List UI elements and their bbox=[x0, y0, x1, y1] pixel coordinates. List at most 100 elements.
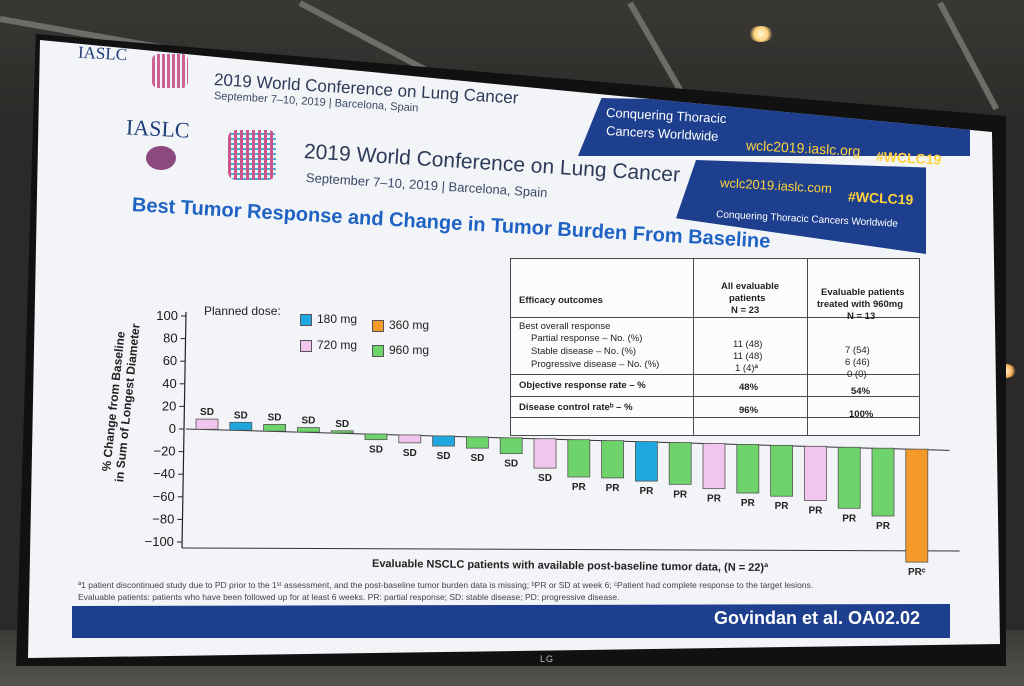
table-row-label: Best overall response bbox=[519, 321, 611, 332]
bar-response-label: PR bbox=[606, 483, 621, 494]
bar-response-label: SD bbox=[403, 448, 417, 459]
table-header-all-line2: patients bbox=[729, 293, 766, 304]
y-tick-label: −100 bbox=[145, 534, 174, 549]
waterfall-bar bbox=[330, 430, 354, 434]
bar-response-label: SD bbox=[504, 459, 518, 470]
footnote-2: Evaluable patients: patients who have be… bbox=[78, 592, 620, 602]
bar-response-label: SD bbox=[369, 445, 383, 456]
bar-response-label: PR bbox=[673, 489, 688, 500]
table-header-all-line1: All evaluable bbox=[721, 281, 780, 292]
table-cell: 11 (48) bbox=[733, 351, 763, 362]
legend-item-180: 180 mg bbox=[300, 312, 357, 326]
waterfall-bar bbox=[601, 440, 624, 479]
table-cell: 1 (4)ª bbox=[735, 363, 759, 374]
legend-item-720: 720 mg bbox=[300, 338, 357, 352]
iaslc-emblem-icon bbox=[146, 146, 176, 170]
bar-response-label: PR bbox=[639, 486, 654, 497]
table-cell: 7 (54) bbox=[845, 345, 870, 356]
y-tick-label: 20 bbox=[162, 398, 176, 413]
y-tick-label: 60 bbox=[163, 353, 177, 368]
citation-bar bbox=[72, 604, 950, 638]
legend-item-960: 960 mg bbox=[372, 343, 429, 357]
waterfall-bar bbox=[567, 439, 591, 478]
y-tick-label: 40 bbox=[162, 376, 176, 391]
table-header-outcomes: Efficacy outcomes bbox=[519, 295, 603, 306]
y-tick-label: −20 bbox=[153, 444, 175, 459]
bar-response-label: PRᶜ bbox=[908, 567, 926, 578]
waterfall-bar bbox=[804, 445, 827, 501]
waterfall-bar bbox=[668, 442, 692, 485]
y-axis-line bbox=[181, 311, 187, 549]
legend-swatch bbox=[300, 339, 312, 352]
legend-item-360: 360 mg bbox=[372, 318, 429, 332]
table-dcr-all: 96% bbox=[739, 405, 759, 416]
waterfall-bar bbox=[905, 448, 929, 563]
waterfall-bar bbox=[364, 433, 388, 441]
y-tick-label: 0 bbox=[169, 421, 176, 436]
waterfall-bar bbox=[533, 438, 557, 469]
y-tick-label: −60 bbox=[153, 489, 175, 504]
waterfall-bar bbox=[635, 441, 658, 482]
bar-response-label: SD bbox=[335, 419, 349, 430]
waterfall-bar bbox=[736, 444, 760, 494]
bar-response-label: PR bbox=[808, 506, 823, 517]
x-axis-line bbox=[181, 547, 960, 552]
bar-response-label: SD bbox=[234, 410, 248, 421]
table-row-label: Progressive disease – No. (%) bbox=[531, 359, 660, 370]
table-dcr-label: Disease control rateᵇ – % bbox=[519, 402, 633, 413]
legend-swatch bbox=[300, 313, 312, 326]
ceiling-lamp bbox=[748, 26, 774, 42]
bar-response-label: PR bbox=[707, 494, 722, 505]
bar-response-label: PR bbox=[876, 521, 891, 532]
legend-swatch bbox=[372, 319, 384, 332]
legend-title: Planned dose: bbox=[204, 304, 281, 318]
y-tick-label: −40 bbox=[153, 466, 175, 481]
legend-swatch bbox=[372, 344, 384, 357]
waterfall-bar bbox=[499, 437, 523, 455]
waterfall-bar bbox=[871, 447, 895, 517]
waterfall-bar bbox=[263, 423, 287, 432]
table-header-all-line3: N = 23 bbox=[731, 305, 760, 316]
table-row-label: Stable disease – No. (%) bbox=[531, 346, 637, 357]
efficacy-table: Efficacy outcomes All evaluable patients… bbox=[510, 258, 920, 436]
table-cell: 11 (48) bbox=[733, 339, 763, 350]
bar-response-label: SD bbox=[268, 412, 282, 423]
table-dcr-960: 100% bbox=[849, 409, 874, 420]
bar-response-label: PR bbox=[842, 513, 857, 524]
table-header-960-line2: treated with 960mg bbox=[817, 299, 904, 310]
waterfall-bar bbox=[296, 427, 320, 433]
citation: Govindan et al. OA02.02 bbox=[714, 608, 921, 628]
table-orr-all: 48% bbox=[739, 382, 759, 393]
tv-brand-logo: LG bbox=[540, 654, 555, 664]
table-row-label: Partial response – No. (%) bbox=[531, 333, 643, 344]
table-cell: 0 (0) bbox=[847, 369, 867, 380]
y-tick-label: 100 bbox=[156, 308, 178, 323]
bar-response-label: PR bbox=[741, 498, 756, 509]
table-cell: 6 (46) bbox=[845, 357, 870, 368]
waterfall-bar bbox=[837, 446, 861, 509]
table-header-960-line1: Evaluable patients bbox=[821, 287, 905, 298]
table-header-960-line3: N = 13 bbox=[847, 311, 876, 322]
lungs-logo bbox=[228, 130, 276, 180]
footnote-1: ª1 patient discontinued study due to PD … bbox=[78, 580, 814, 590]
y-tick-label: 80 bbox=[163, 331, 177, 346]
waterfall-bar bbox=[770, 444, 793, 497]
waterfall-bar bbox=[195, 418, 219, 430]
bar-response-label: SD bbox=[437, 451, 451, 462]
waterfall-bar bbox=[432, 435, 456, 447]
waterfall-bar bbox=[702, 443, 726, 490]
bar-response-label: SD bbox=[538, 473, 552, 484]
bar-response-label: SD bbox=[470, 453, 484, 464]
bar-response-label: SD bbox=[200, 407, 214, 418]
table-orr-960: 54% bbox=[851, 386, 871, 397]
y-tick-label: −80 bbox=[152, 511, 174, 526]
waterfall-bar bbox=[398, 434, 422, 444]
back-lungs-logo bbox=[152, 54, 188, 88]
waterfall-bar bbox=[229, 421, 253, 431]
bar-response-label: PR bbox=[572, 482, 587, 493]
bar-response-label: PR bbox=[775, 501, 790, 512]
waterfall-bar bbox=[465, 436, 489, 449]
table-orr-label: Objective response rate – % bbox=[519, 380, 646, 391]
